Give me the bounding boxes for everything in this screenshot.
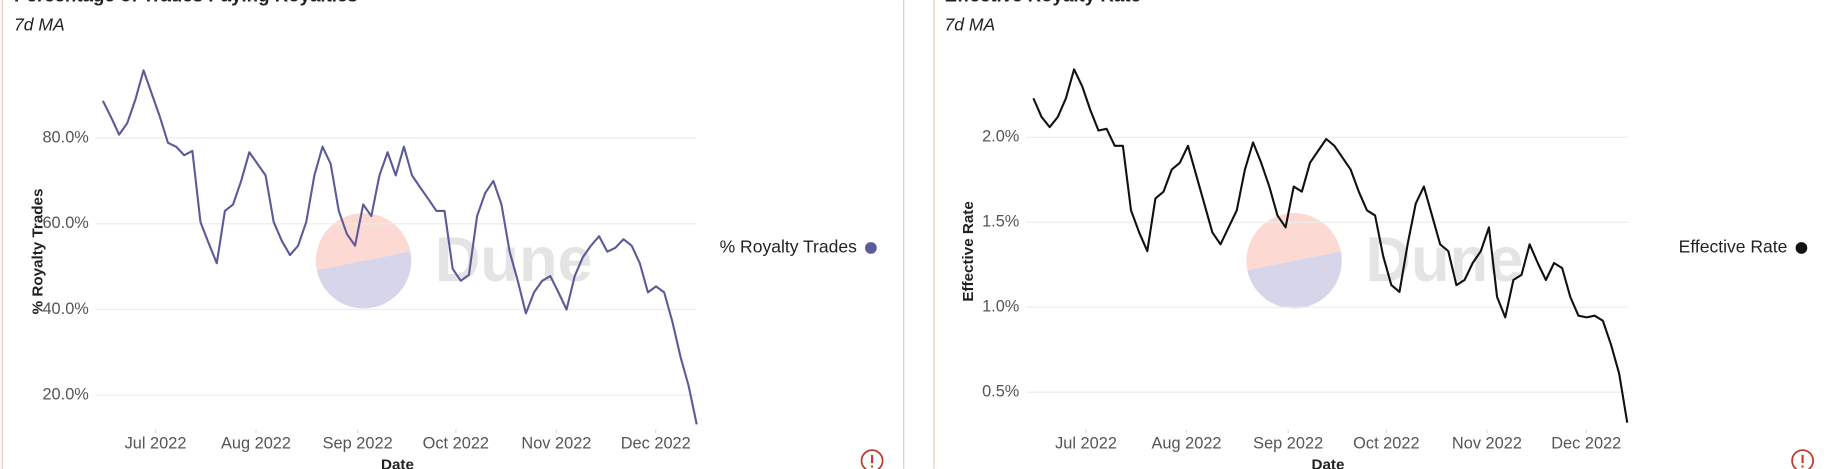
chart-panel: Effective Royalty Rate 7d MA Dune 0.5% 1.0% 1… [945, 0, 1815, 469]
y-tick-label: 2.0% [982, 128, 1019, 146]
legend-swatch [865, 242, 877, 254]
alert-icon [860, 449, 884, 469]
chart-subtitle: 7d MA [14, 14, 65, 34]
watermark-text: Dune [1365, 225, 1523, 295]
watermark-text: Dune [435, 225, 593, 295]
alert-icon [1801, 465, 1804, 468]
legend-swatch [1795, 242, 1808, 254]
x-tick-label: Nov 2022 [521, 435, 591, 453]
x-tick-label: Dec 2022 [621, 435, 691, 453]
watermark-logo [316, 251, 412, 309]
x-tick-label: Oct 2022 [1353, 435, 1419, 453]
chart-title: Percentage of Trades Paying Royalties [14, 0, 358, 6]
x-tick-label: Jul 2022 [1055, 435, 1117, 453]
alert-icon [870, 465, 874, 468]
watermark-logo [315, 213, 411, 271]
chart-title: Effective Royalty Rate [945, 0, 1141, 6]
x-tick-label: Dec 2022 [1551, 435, 1621, 453]
y-axis-label: % Royalty Trades [30, 189, 47, 315]
x-tick-label: Sep 2022 [323, 435, 393, 453]
alert-icon [1791, 449, 1815, 469]
data-line [1032, 68, 1629, 423]
watermark-logo [1246, 213, 1341, 271]
legend-label: Effective Rate [1679, 237, 1788, 257]
y-axis-label: Effective Rate [960, 201, 977, 301]
x-tick-label: Jul 2022 [125, 435, 187, 453]
x-axis-label: Date [1312, 456, 1345, 469]
chart-panel: Percentage of Trades Paying Royalties 7d … [14, 0, 884, 469]
y-tick-label: 60.0% [42, 214, 88, 232]
x-axis-label: Date [381, 456, 414, 469]
y-tick-label: 20.0% [42, 386, 88, 404]
legend-label: % Royalty Trades [720, 237, 858, 257]
y-tick-label: 1.5% [982, 213, 1019, 231]
x-tick-label: Aug 2022 [1151, 435, 1221, 453]
x-tick-label: Nov 2022 [1452, 435, 1522, 453]
y-tick-label: 80.0% [42, 128, 88, 146]
y-tick-label: 0.5% [982, 382, 1019, 400]
watermark-logo [1247, 251, 1342, 309]
y-tick-label: 40.0% [42, 300, 88, 318]
x-tick-label: Oct 2022 [423, 435, 489, 453]
chart-subtitle: 7d MA [945, 14, 996, 34]
y-tick-label: 1.0% [982, 298, 1019, 316]
data-line [101, 69, 698, 425]
x-tick-label: Sep 2022 [1253, 435, 1323, 453]
x-tick-label: Aug 2022 [221, 435, 291, 453]
